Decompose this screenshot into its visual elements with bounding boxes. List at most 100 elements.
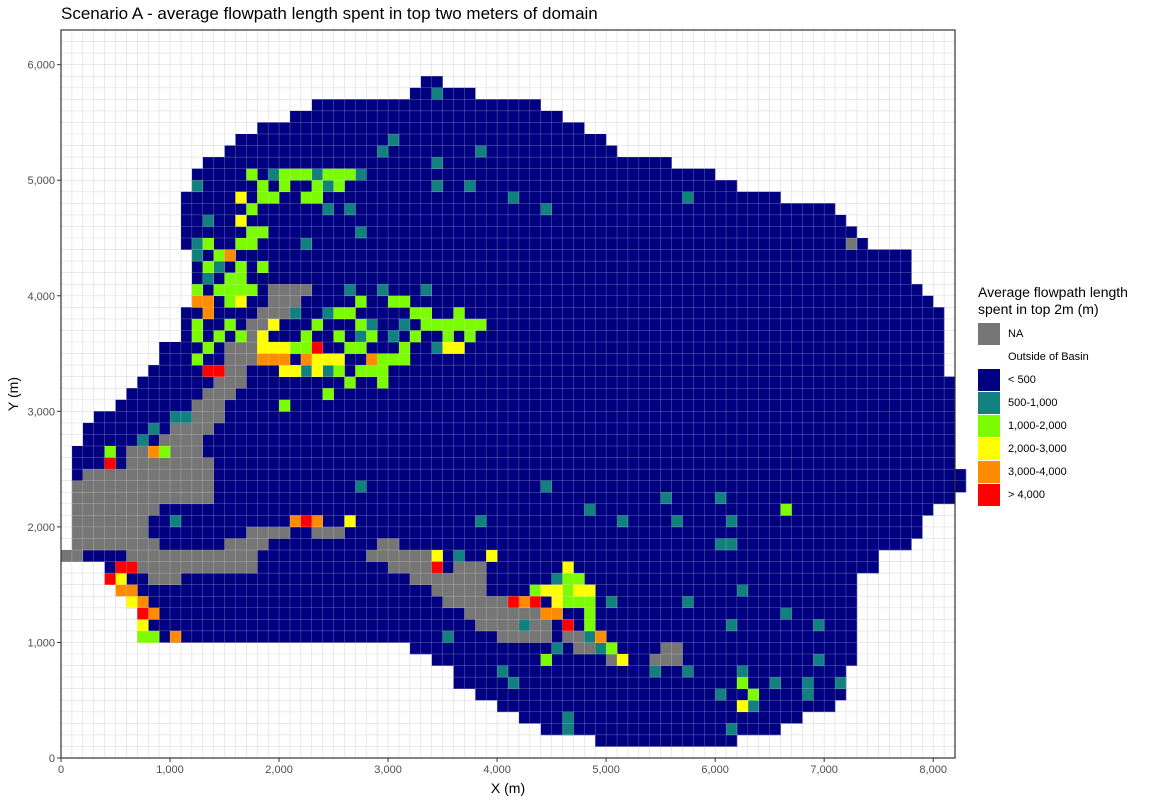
cell-lt-500 bbox=[682, 469, 694, 481]
cell-lt-500 bbox=[867, 342, 879, 354]
cell-lt-500 bbox=[933, 480, 945, 493]
cell-lt-500 bbox=[693, 607, 705, 620]
cell-lt-500 bbox=[202, 503, 214, 516]
cell-lt-500 bbox=[518, 642, 531, 655]
cell-lt-500 bbox=[726, 238, 738, 250]
cell-lt-500 bbox=[878, 492, 890, 505]
cell-lt-500 bbox=[584, 550, 596, 562]
cell-na bbox=[104, 503, 116, 516]
cell-lt-500 bbox=[573, 191, 585, 204]
cell-lt-500 bbox=[475, 492, 487, 505]
cell-na bbox=[137, 515, 149, 528]
cell-lt-500 bbox=[497, 99, 509, 112]
cell-lt-500 bbox=[606, 503, 618, 516]
cell-500-1-000 bbox=[388, 134, 400, 146]
cell-lt-500 bbox=[224, 469, 236, 481]
cell-lt-500 bbox=[235, 630, 247, 643]
cell-lt-500 bbox=[344, 388, 356, 401]
cell-na bbox=[246, 550, 258, 562]
cell-lt-500 bbox=[671, 550, 683, 562]
cell-lt-500 bbox=[148, 584, 160, 597]
cell-lt-500 bbox=[388, 422, 400, 435]
cell-3-000-4-000 bbox=[170, 630, 182, 643]
cell-lt-500 bbox=[736, 642, 749, 655]
cell-lt-500 bbox=[813, 630, 825, 643]
cell-lt-500 bbox=[442, 261, 454, 273]
cell-na bbox=[159, 457, 171, 470]
cell-lt-500 bbox=[584, 295, 596, 308]
cell-lt-500 bbox=[486, 665, 498, 678]
cell-2-000-3-000 bbox=[235, 295, 247, 308]
cell-lt-500 bbox=[486, 515, 498, 528]
cell-lt-500 bbox=[878, 399, 890, 412]
cell-lt-500 bbox=[638, 388, 651, 401]
cell-lt-500 bbox=[289, 619, 302, 632]
cell-lt-500 bbox=[900, 353, 912, 366]
cell-lt-500 bbox=[802, 492, 814, 505]
cell-lt-500 bbox=[736, 538, 749, 551]
cell-1-000-2-000 bbox=[322, 388, 334, 401]
cell-lt-500 bbox=[671, 226, 683, 239]
cell-500-1-000 bbox=[736, 584, 749, 597]
cell-lt-500 bbox=[758, 469, 770, 481]
cell-lt-500 bbox=[660, 353, 672, 366]
cell-lt-500 bbox=[649, 584, 661, 597]
cell-500-1-000 bbox=[180, 411, 193, 424]
cell-lt-500 bbox=[617, 503, 629, 516]
cell-lt-500 bbox=[289, 191, 302, 204]
cell-lt-500 bbox=[322, 515, 334, 528]
cell-lt-500 bbox=[562, 677, 574, 689]
cell-na bbox=[126, 515, 138, 528]
cell-lt-500 bbox=[835, 457, 847, 470]
cell-lt-500 bbox=[388, 168, 400, 181]
cell-lt-500 bbox=[551, 145, 563, 158]
cell-na bbox=[82, 515, 95, 528]
cell-lt-500 bbox=[747, 353, 760, 366]
cell-lt-500 bbox=[911, 376, 923, 389]
cell-lt-500 bbox=[529, 434, 542, 447]
cell-lt-500 bbox=[693, 422, 705, 435]
cell-lt-500 bbox=[780, 284, 792, 297]
cell-lt-500 bbox=[584, 168, 596, 181]
cell-lt-500 bbox=[333, 619, 345, 632]
cell-lt-500 bbox=[508, 688, 520, 701]
cell-lt-500 bbox=[704, 295, 716, 308]
cell-na bbox=[268, 284, 280, 297]
cell-lt-500 bbox=[475, 353, 487, 366]
cell-lt-500 bbox=[693, 376, 705, 389]
cell-lt-500 bbox=[660, 446, 672, 458]
cell-lt-500 bbox=[726, 261, 738, 273]
cell-lt-500 bbox=[148, 526, 160, 539]
cell-lt-500 bbox=[769, 584, 781, 597]
cell-4-000 bbox=[104, 573, 116, 585]
cell-2-000-3-000 bbox=[442, 342, 454, 354]
cell-lt-500 bbox=[845, 295, 858, 308]
cell-lt-500 bbox=[464, 538, 476, 551]
cell-lt-500 bbox=[845, 353, 858, 366]
cell-lt-500 bbox=[224, 191, 236, 204]
cell-lt-500 bbox=[715, 711, 727, 724]
cell-500-1-000 bbox=[322, 203, 334, 216]
cell-na bbox=[93, 503, 105, 516]
cell-lt-500 bbox=[453, 168, 465, 181]
cell-500-1-000 bbox=[802, 677, 814, 689]
cell-lt-500 bbox=[202, 249, 214, 262]
cell-lt-500 bbox=[409, 538, 422, 551]
cell-lt-500 bbox=[388, 191, 400, 204]
cell-lt-500 bbox=[159, 422, 171, 435]
cell-lt-500 bbox=[780, 619, 792, 632]
cell-lt-500 bbox=[758, 342, 770, 354]
cell-lt-500 bbox=[715, 515, 727, 528]
cell-lt-500 bbox=[464, 353, 476, 366]
cell-lt-500 bbox=[802, 376, 814, 389]
cell-lt-500 bbox=[540, 261, 552, 273]
cell-lt-500 bbox=[758, 480, 770, 493]
cell-na bbox=[649, 654, 661, 666]
cell-lt-500 bbox=[475, 99, 487, 112]
cell-lt-500 bbox=[747, 272, 760, 285]
cell-lt-500 bbox=[333, 110, 345, 123]
cell-lt-500 bbox=[584, 457, 596, 470]
cell-1-000-2-000 bbox=[409, 307, 422, 320]
cell-lt-500 bbox=[268, 469, 280, 481]
cell-lt-500 bbox=[420, 388, 432, 401]
